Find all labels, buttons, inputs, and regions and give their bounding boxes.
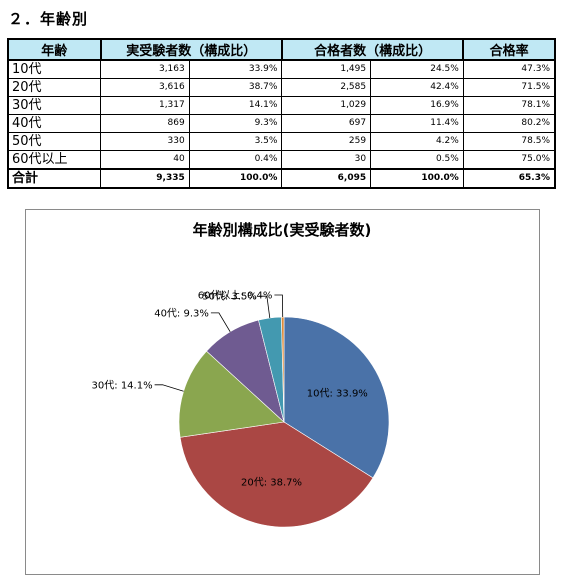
examinees-cell: 40 bbox=[100, 150, 190, 170]
pie-slice-2 bbox=[179, 421, 374, 528]
age-cell: 40代 bbox=[7, 114, 102, 133]
header-examinees: 実受験者数（構成比） bbox=[99, 38, 283, 61]
table-total-row: 合計 9,335 100.0% 6,095 100.0% 65.3% bbox=[7, 168, 556, 189]
leader-line-5 bbox=[258, 295, 271, 319]
examinees-pct-cell: 38.7% bbox=[188, 78, 283, 97]
section-title: ２．年齢別 bbox=[8, 10, 89, 28]
examinees-pct-cell: 9.3% bbox=[188, 114, 283, 133]
total-age-cell: 合計 bbox=[7, 168, 102, 189]
pie-label-6: 60代以上: 0.4% bbox=[198, 290, 273, 302]
pass-rate-cell: 71.5% bbox=[462, 78, 556, 97]
age-cell: 20代 bbox=[7, 78, 102, 97]
pie-label-1: 10代: 33.9% bbox=[307, 388, 368, 400]
pie-slice-1 bbox=[283, 316, 390, 479]
table-row: 10代 3,163 33.9% 1,495 24.5% 47.3% bbox=[7, 59, 556, 79]
pass-rate-cell: 78.5% bbox=[462, 132, 556, 151]
age-cell: 10代 bbox=[7, 59, 102, 79]
chart-title: 年齢別構成比(実受験者数) bbox=[193, 221, 372, 239]
pie-label-5: 50代: 3.5% bbox=[202, 291, 257, 303]
table-row: 60代以上 40 0.4% 30 0.5% 75.0% bbox=[7, 150, 556, 170]
examinees-pct-cell: 3.5% bbox=[188, 132, 283, 151]
total-pass-rate-cell: 65.3% bbox=[462, 168, 556, 189]
leader-line-3 bbox=[154, 384, 184, 392]
passers-pct-cell: 11.4% bbox=[370, 114, 464, 133]
passers-cell: 259 bbox=[281, 132, 372, 151]
table-row: 20代 3,616 38.7% 2,585 42.4% 71.5% bbox=[7, 78, 556, 97]
examinees-cell: 869 bbox=[100, 114, 190, 133]
pie-slice-3 bbox=[178, 350, 285, 438]
examinees-cell: 1,317 bbox=[100, 96, 190, 115]
age-cell: 50代 bbox=[7, 132, 102, 151]
total-examinees-pct-cell: 100.0% bbox=[188, 168, 283, 189]
age-cell: 60代以上 bbox=[7, 150, 102, 170]
passers-cell: 1,029 bbox=[281, 96, 372, 115]
table-header-row: 年齢 実受験者数（構成比） 合格者数（構成比） 合格率 bbox=[7, 38, 556, 61]
pie-label-2: 20代: 38.7% bbox=[241, 477, 302, 489]
pie-label-4: 40代: 9.3% bbox=[154, 307, 209, 319]
leader-line-6 bbox=[274, 294, 284, 318]
examinees-cell: 330 bbox=[100, 132, 190, 151]
header-pass-rate: 合格率 bbox=[462, 38, 556, 61]
age-cell: 30代 bbox=[7, 96, 102, 115]
header-passers: 合格者数（構成比） bbox=[280, 38, 465, 61]
passers-pct-cell: 4.2% bbox=[370, 132, 464, 151]
examinees-pct-cell: 33.9% bbox=[188, 59, 283, 79]
pass-rate-cell: 47.3% bbox=[462, 59, 556, 79]
pie-chart: 年齢別構成比(実受験者数) 10代: 33.9% 20代: 38.7% 30代: 1… bbox=[92, 221, 390, 528]
age-stats-table: 年齢 実受験者数（構成比） 合格者数（構成比） 合格率 10代 3,163 33.9… bbox=[7, 38, 556, 189]
total-passers-cell: 6,095 bbox=[281, 168, 372, 189]
passers-cell: 1,495 bbox=[281, 59, 372, 79]
leader-line-4 bbox=[210, 312, 231, 333]
pie-label-3: 30代: 14.1% bbox=[92, 379, 153, 391]
pie-slice-6 bbox=[281, 316, 285, 423]
table-row: 40代 869 9.3% 697 11.4% 80.2% bbox=[7, 114, 556, 133]
pie-chart-area: 年齢別構成比(実受験者数) 10代: 33.9% 20代: 38.7% 30代: 1… bbox=[25, 209, 540, 575]
examinees-cell: 3,616 bbox=[100, 78, 190, 97]
pass-rate-cell: 78.1% bbox=[462, 96, 556, 115]
pass-rate-cell: 80.2% bbox=[462, 114, 556, 133]
examinees-cell: 3,163 bbox=[100, 59, 190, 79]
table-row: 50代 330 3.5% 259 4.2% 78.5% bbox=[7, 132, 556, 151]
header-age: 年齢 bbox=[7, 38, 102, 61]
passers-pct-cell: 24.5% bbox=[370, 59, 464, 79]
passers-cell: 2,585 bbox=[281, 78, 372, 97]
passers-cell: 697 bbox=[281, 114, 372, 133]
examinees-pct-cell: 0.4% bbox=[188, 150, 283, 170]
examinees-pct-cell: 14.1% bbox=[188, 96, 283, 115]
total-examinees-cell: 9,335 bbox=[100, 168, 190, 189]
passers-pct-cell: 0.5% bbox=[370, 150, 464, 170]
passers-pct-cell: 16.9% bbox=[370, 96, 464, 115]
passers-pct-cell: 42.4% bbox=[370, 78, 464, 97]
total-passers-pct-cell: 100.0% bbox=[370, 168, 464, 189]
passers-cell: 30 bbox=[281, 150, 372, 170]
table-row: 30代 1,317 14.1% 1,029 16.9% 78.1% bbox=[7, 96, 556, 115]
pass-rate-cell: 75.0% bbox=[462, 150, 556, 170]
